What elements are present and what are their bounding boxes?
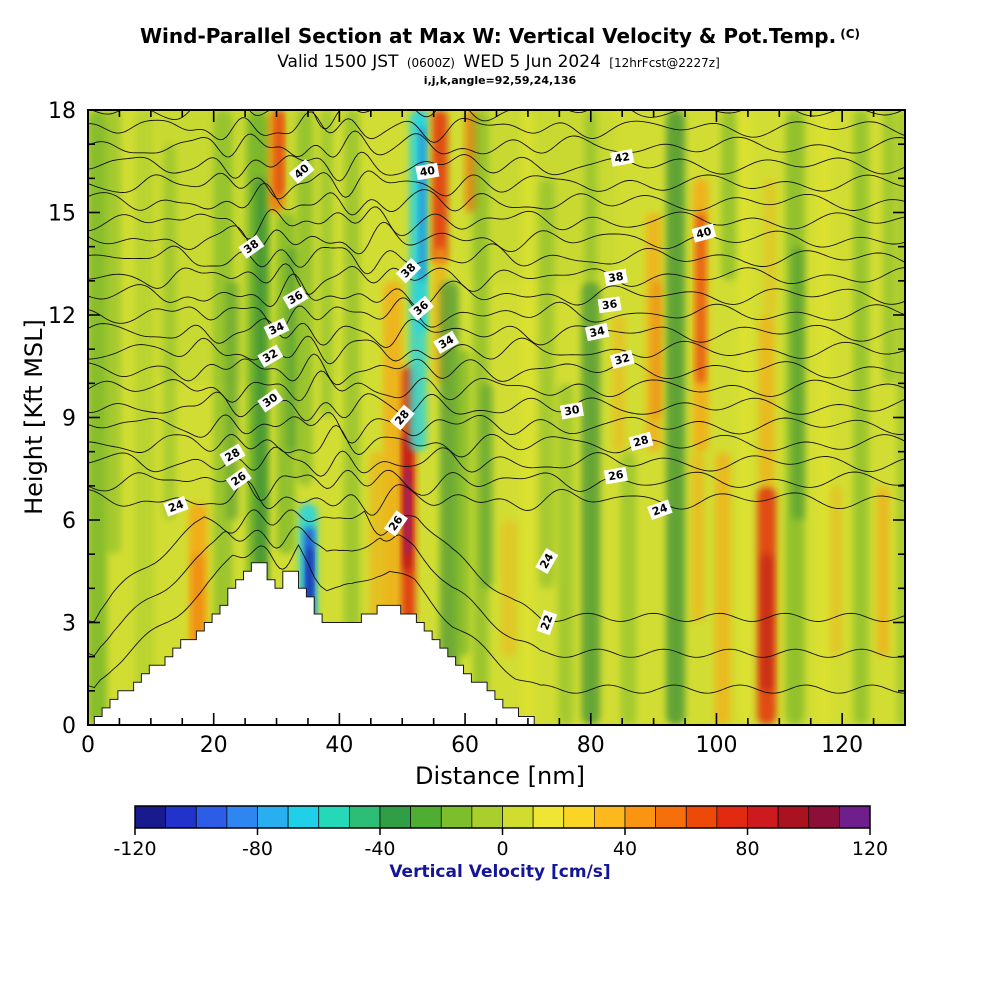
svg-text:120: 120 <box>852 838 888 860</box>
svg-text:40: 40 <box>613 838 637 860</box>
svg-text:-120: -120 <box>113 838 156 860</box>
svg-text:26: 26 <box>607 468 625 484</box>
svg-text:0: 0 <box>496 838 508 860</box>
svg-text:3: 3 <box>62 612 76 637</box>
svg-text:80: 80 <box>577 733 605 758</box>
model-params-line: i,j,k,angle=92,59,24,136 <box>423 74 577 87</box>
y-axis-title: Height [Kft MSL] <box>20 319 48 515</box>
svg-text:-40: -40 <box>364 838 395 860</box>
svg-text:40: 40 <box>419 164 437 180</box>
colorbar <box>134 805 871 835</box>
svg-text:24: 24 <box>650 501 669 519</box>
valid-pre: Valid 1500 JST <box>277 52 399 72</box>
svg-text:12: 12 <box>48 304 76 329</box>
colorbar-label: Vertical Velocity [cm/s] <box>389 862 611 882</box>
colorbar-tick-labels: -120 -80 -40 0 40 80 120 <box>113 838 888 860</box>
pot-temp-contours <box>88 110 905 694</box>
valid-time-line: Valid 1500 JST (0600Z) WED 5 Jun 2024 [1… <box>0 52 1000 72</box>
svg-text:40: 40 <box>695 225 713 242</box>
forecast-tag: [12hrFcst@2227z] <box>609 56 720 70</box>
title-unit: (C) <box>840 27 860 41</box>
svg-text:34: 34 <box>588 324 606 340</box>
svg-text:20: 20 <box>200 733 228 758</box>
x-tick-labels: 0 20 40 60 80 100 120 <box>81 733 863 758</box>
svg-text:80: 80 <box>735 838 759 860</box>
page-title: Wind-Parallel Section at Max W: Vertical… <box>0 24 1000 48</box>
svg-text:0: 0 <box>81 733 95 758</box>
svg-text:100: 100 <box>695 733 737 758</box>
svg-text:32: 32 <box>613 351 631 368</box>
terrain-silhouette <box>93 562 541 725</box>
svg-text:28: 28 <box>632 433 650 450</box>
svg-text:30: 30 <box>563 403 581 419</box>
y-tick-labels: 0 3 6 9 12 15 18 <box>48 99 76 739</box>
svg-text:42: 42 <box>614 150 631 165</box>
svg-text:34: 34 <box>267 319 287 337</box>
svg-text:38: 38 <box>607 270 624 285</box>
valid-date: WED 5 Jun 2024 <box>463 52 601 72</box>
svg-text:15: 15 <box>48 202 76 227</box>
svg-text:18: 18 <box>48 99 76 124</box>
svg-text:0: 0 <box>62 714 76 739</box>
contour-labels: 4038363432302826244038363428264240383634… <box>163 148 717 636</box>
svg-text:60: 60 <box>451 733 479 758</box>
valid-utc: (0600Z) <box>406 56 455 70</box>
velocity-streaks <box>88 110 905 725</box>
svg-text:6: 6 <box>62 509 76 534</box>
svg-text:9: 9 <box>62 407 76 432</box>
svg-text:-80: -80 <box>242 838 273 860</box>
svg-text:22: 22 <box>538 613 555 632</box>
axis-ticks <box>87 109 906 726</box>
svg-text:40: 40 <box>325 733 353 758</box>
svg-text:24: 24 <box>167 497 186 515</box>
svg-text:36: 36 <box>601 297 618 312</box>
svg-text:120: 120 <box>821 733 863 758</box>
x-axis-title: Distance [nm] <box>415 762 585 790</box>
title-text: Wind-Parallel Section at Max W: Vertical… <box>140 24 837 48</box>
